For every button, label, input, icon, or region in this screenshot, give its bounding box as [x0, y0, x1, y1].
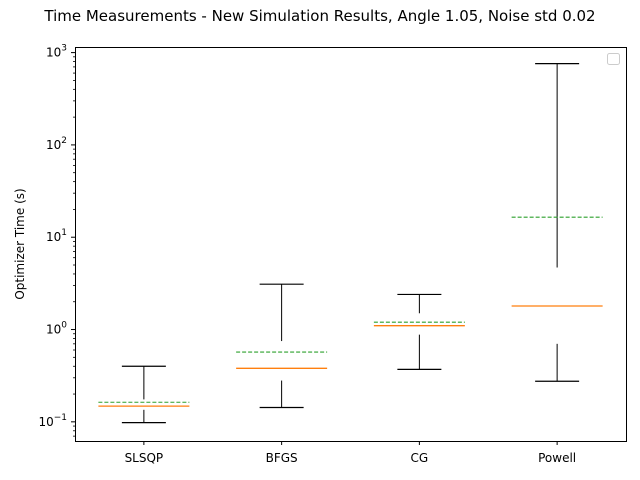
box-series: [98, 63, 603, 424]
y-axis: 10−1 100 101 102 103: [38, 44, 75, 437]
box-cg: [373, 293, 465, 370]
x-tick-label: BFGS: [266, 451, 298, 465]
y-tick-label: 100: [46, 321, 67, 337]
box-bfgs: [236, 283, 328, 409]
y-tick-label: 103: [46, 44, 67, 60]
box-powell: [511, 63, 603, 382]
x-axis: SLSQP BFGS CG Powell: [125, 441, 576, 465]
y-axis-label: Optimizer Time (s): [13, 188, 27, 299]
x-tick-label: Powell: [538, 451, 576, 465]
box-slsqp: [98, 365, 190, 424]
y-tick-label: 10−1: [38, 413, 67, 429]
y-tick-label: 102: [46, 136, 67, 152]
chart-title: Time Measurements - New Simulation Resul…: [43, 7, 595, 25]
legend: [607, 53, 620, 65]
x-tick-label: CG: [411, 451, 429, 465]
plot-area: [75, 47, 627, 442]
y-tick-label: 101: [46, 228, 67, 244]
x-tick-label: SLSQP: [125, 451, 164, 465]
